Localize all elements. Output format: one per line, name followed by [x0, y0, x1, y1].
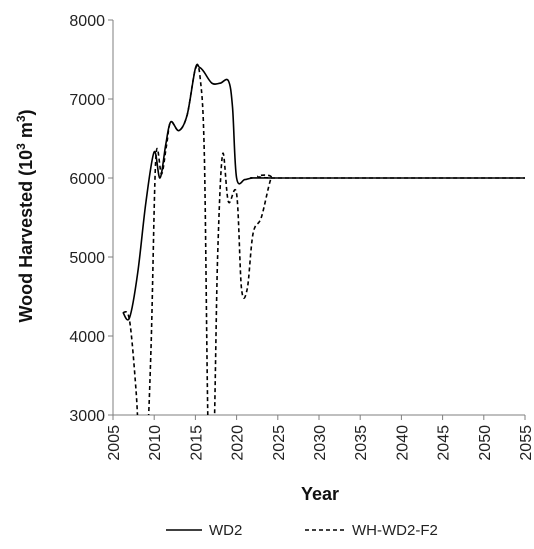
- y-axis-title-unit: m: [16, 122, 36, 143]
- legend-label-wh-wd2-f2: WH-WD2-F2: [352, 522, 438, 539]
- legend-label-wd2: WD2: [209, 522, 242, 539]
- y-axis-title-superscript: 3: [14, 143, 28, 150]
- x-tick-label: 2055: [518, 425, 534, 461]
- x-tick-label: 2030: [312, 425, 329, 461]
- x-tick-labels: 2005 2010 2015 2020 2025 2030 2035 2040 2045 2050…: [106, 425, 534, 461]
- x-tick-label: 2025: [271, 425, 288, 461]
- y-tick-label: 3000: [69, 408, 105, 425]
- y-axis-title-superscript-2: 3: [14, 115, 28, 122]
- axes: [108, 19, 526, 420]
- y-axis-title: Wood Harvested (103 m3): [14, 109, 36, 322]
- y-tick-label: 7000: [69, 92, 105, 109]
- x-tick-label: 2010: [147, 425, 164, 461]
- x-axis-title: Year: [301, 484, 339, 504]
- x-tick-label: 2020: [230, 425, 247, 461]
- y-tick-label: 5000: [69, 250, 105, 267]
- y-tick-label: 6000: [69, 171, 105, 188]
- x-tick-label: 2050: [477, 425, 494, 461]
- series-layer: [122, 63, 525, 415]
- y-axis-title-main: Wood Harvested (10: [16, 150, 36, 323]
- series-line-wh-wd2-f2: [122, 64, 525, 415]
- x-tick-label: 2035: [353, 425, 370, 461]
- y-tick-label: 4000: [69, 329, 105, 346]
- x-tick-label: 2040: [394, 425, 411, 461]
- legend: WD2 WH-WD2-F2: [166, 522, 438, 539]
- series-line-wd2: [122, 63, 525, 321]
- y-tick-label: 8000: [69, 13, 105, 30]
- y-axis-title-end: ): [16, 109, 36, 115]
- x-tick-label: 2015: [188, 425, 205, 461]
- x-tick-label: 2005: [106, 425, 123, 461]
- x-tick-label: 2045: [436, 425, 453, 461]
- y-tick-labels: 3000 4000 5000 6000 7000 8000: [69, 13, 105, 425]
